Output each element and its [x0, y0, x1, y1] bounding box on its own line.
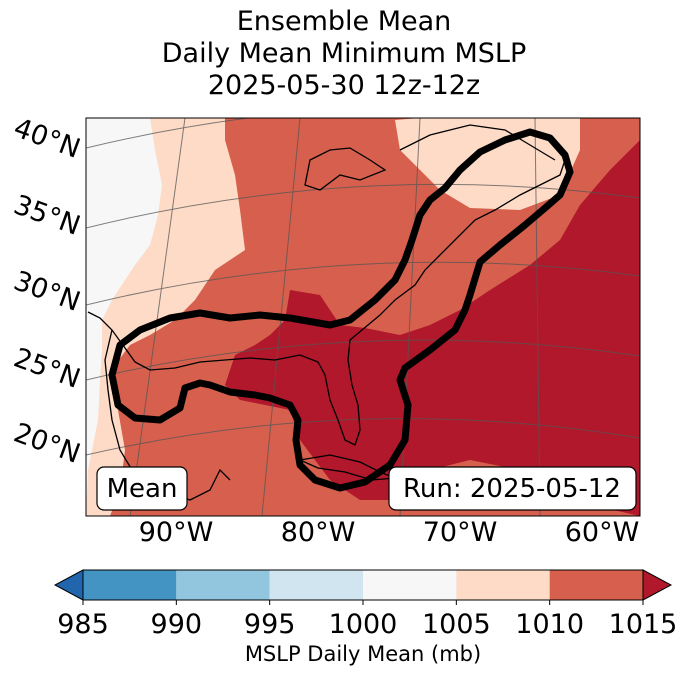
colorbar-tick-label-990: 990: [151, 609, 203, 640]
parallel-30: [86, 261, 640, 306]
annotation-run: Run: 2025-05-12: [388, 466, 637, 511]
colorbar-extend-under: [53, 569, 84, 601]
colorbar: 985 990 995 1000 1005 1010 1015 MSLP Daily Mea…: [53, 569, 678, 666]
latitude-labels: 40°N 35°N 30°N 25°N 20°N: [10, 112, 85, 469]
meridian-90: [129, 118, 186, 516]
chart-title-line-2: Daily Mean Minimum MSLP: [161, 38, 527, 69]
colorbar-bin-995-1000: [269, 570, 363, 600]
chart-title-line-1: Ensemble Mean: [236, 6, 452, 37]
colorbar-tick-label-1000: 1000: [329, 609, 398, 640]
colorbar-tick-label-995: 995: [244, 609, 296, 640]
parallel-25: [86, 339, 640, 381]
parallel-40: [86, 118, 640, 149]
lon-label-90: 90°W: [139, 517, 214, 548]
region-gulf-atlantic: [225, 140, 640, 516]
map-area: [86, 118, 640, 516]
meridian-60: [534, 118, 541, 516]
contour-1010: [108, 128, 574, 492]
map-frame: [85, 117, 641, 517]
colorbar-tick-label-985: 985: [57, 609, 109, 640]
coastline-gulf: [87, 159, 566, 446]
longitude-labels: 90°W 80°W 70°W 60°W: [139, 517, 640, 548]
lat-label-25: 25°N: [10, 342, 85, 394]
lon-label-80: 80°W: [281, 517, 356, 548]
colorbar-label: MSLP Daily Mean (mb): [245, 642, 481, 666]
lat-label-35: 35°N: [10, 189, 85, 241]
colorbar-bin-1010-1015: [549, 570, 643, 600]
colorbar-bin-1005-1010: [456, 570, 550, 600]
colorbar-extend-over: [642, 569, 673, 601]
coastline-canada: [399, 124, 556, 161]
lon-label-70: 70°W: [423, 517, 498, 548]
colorbar-bin-985-990: [83, 570, 177, 600]
lat-label-20: 20°N: [10, 417, 85, 469]
annotation-run-text: Run: 2025-05-12: [403, 474, 621, 504]
parallel-20: [86, 418, 640, 456]
annotation-mean: Mean: [96, 466, 188, 511]
colorbar-tick-label-1010: 1010: [515, 609, 584, 640]
meridian-70: [399, 118, 421, 516]
great-lakes: [304, 147, 387, 191]
colorbar-tick-label-1005: 1005: [422, 609, 491, 640]
annotation-mean-text: Mean: [107, 474, 178, 504]
colorbar-bin-1000-1005: [363, 570, 457, 600]
colorbar-bin-990-995: [176, 570, 270, 600]
lat-label-30: 30°N: [10, 265, 85, 317]
lat-label-40: 40°N: [10, 112, 85, 164]
lon-label-60: 60°W: [565, 517, 640, 548]
colorbar-tick-label-1015: 1015: [609, 609, 678, 640]
region-west: [86, 118, 162, 516]
chart-title-line-3: 2025-05-30 12z-12z: [207, 70, 481, 101]
